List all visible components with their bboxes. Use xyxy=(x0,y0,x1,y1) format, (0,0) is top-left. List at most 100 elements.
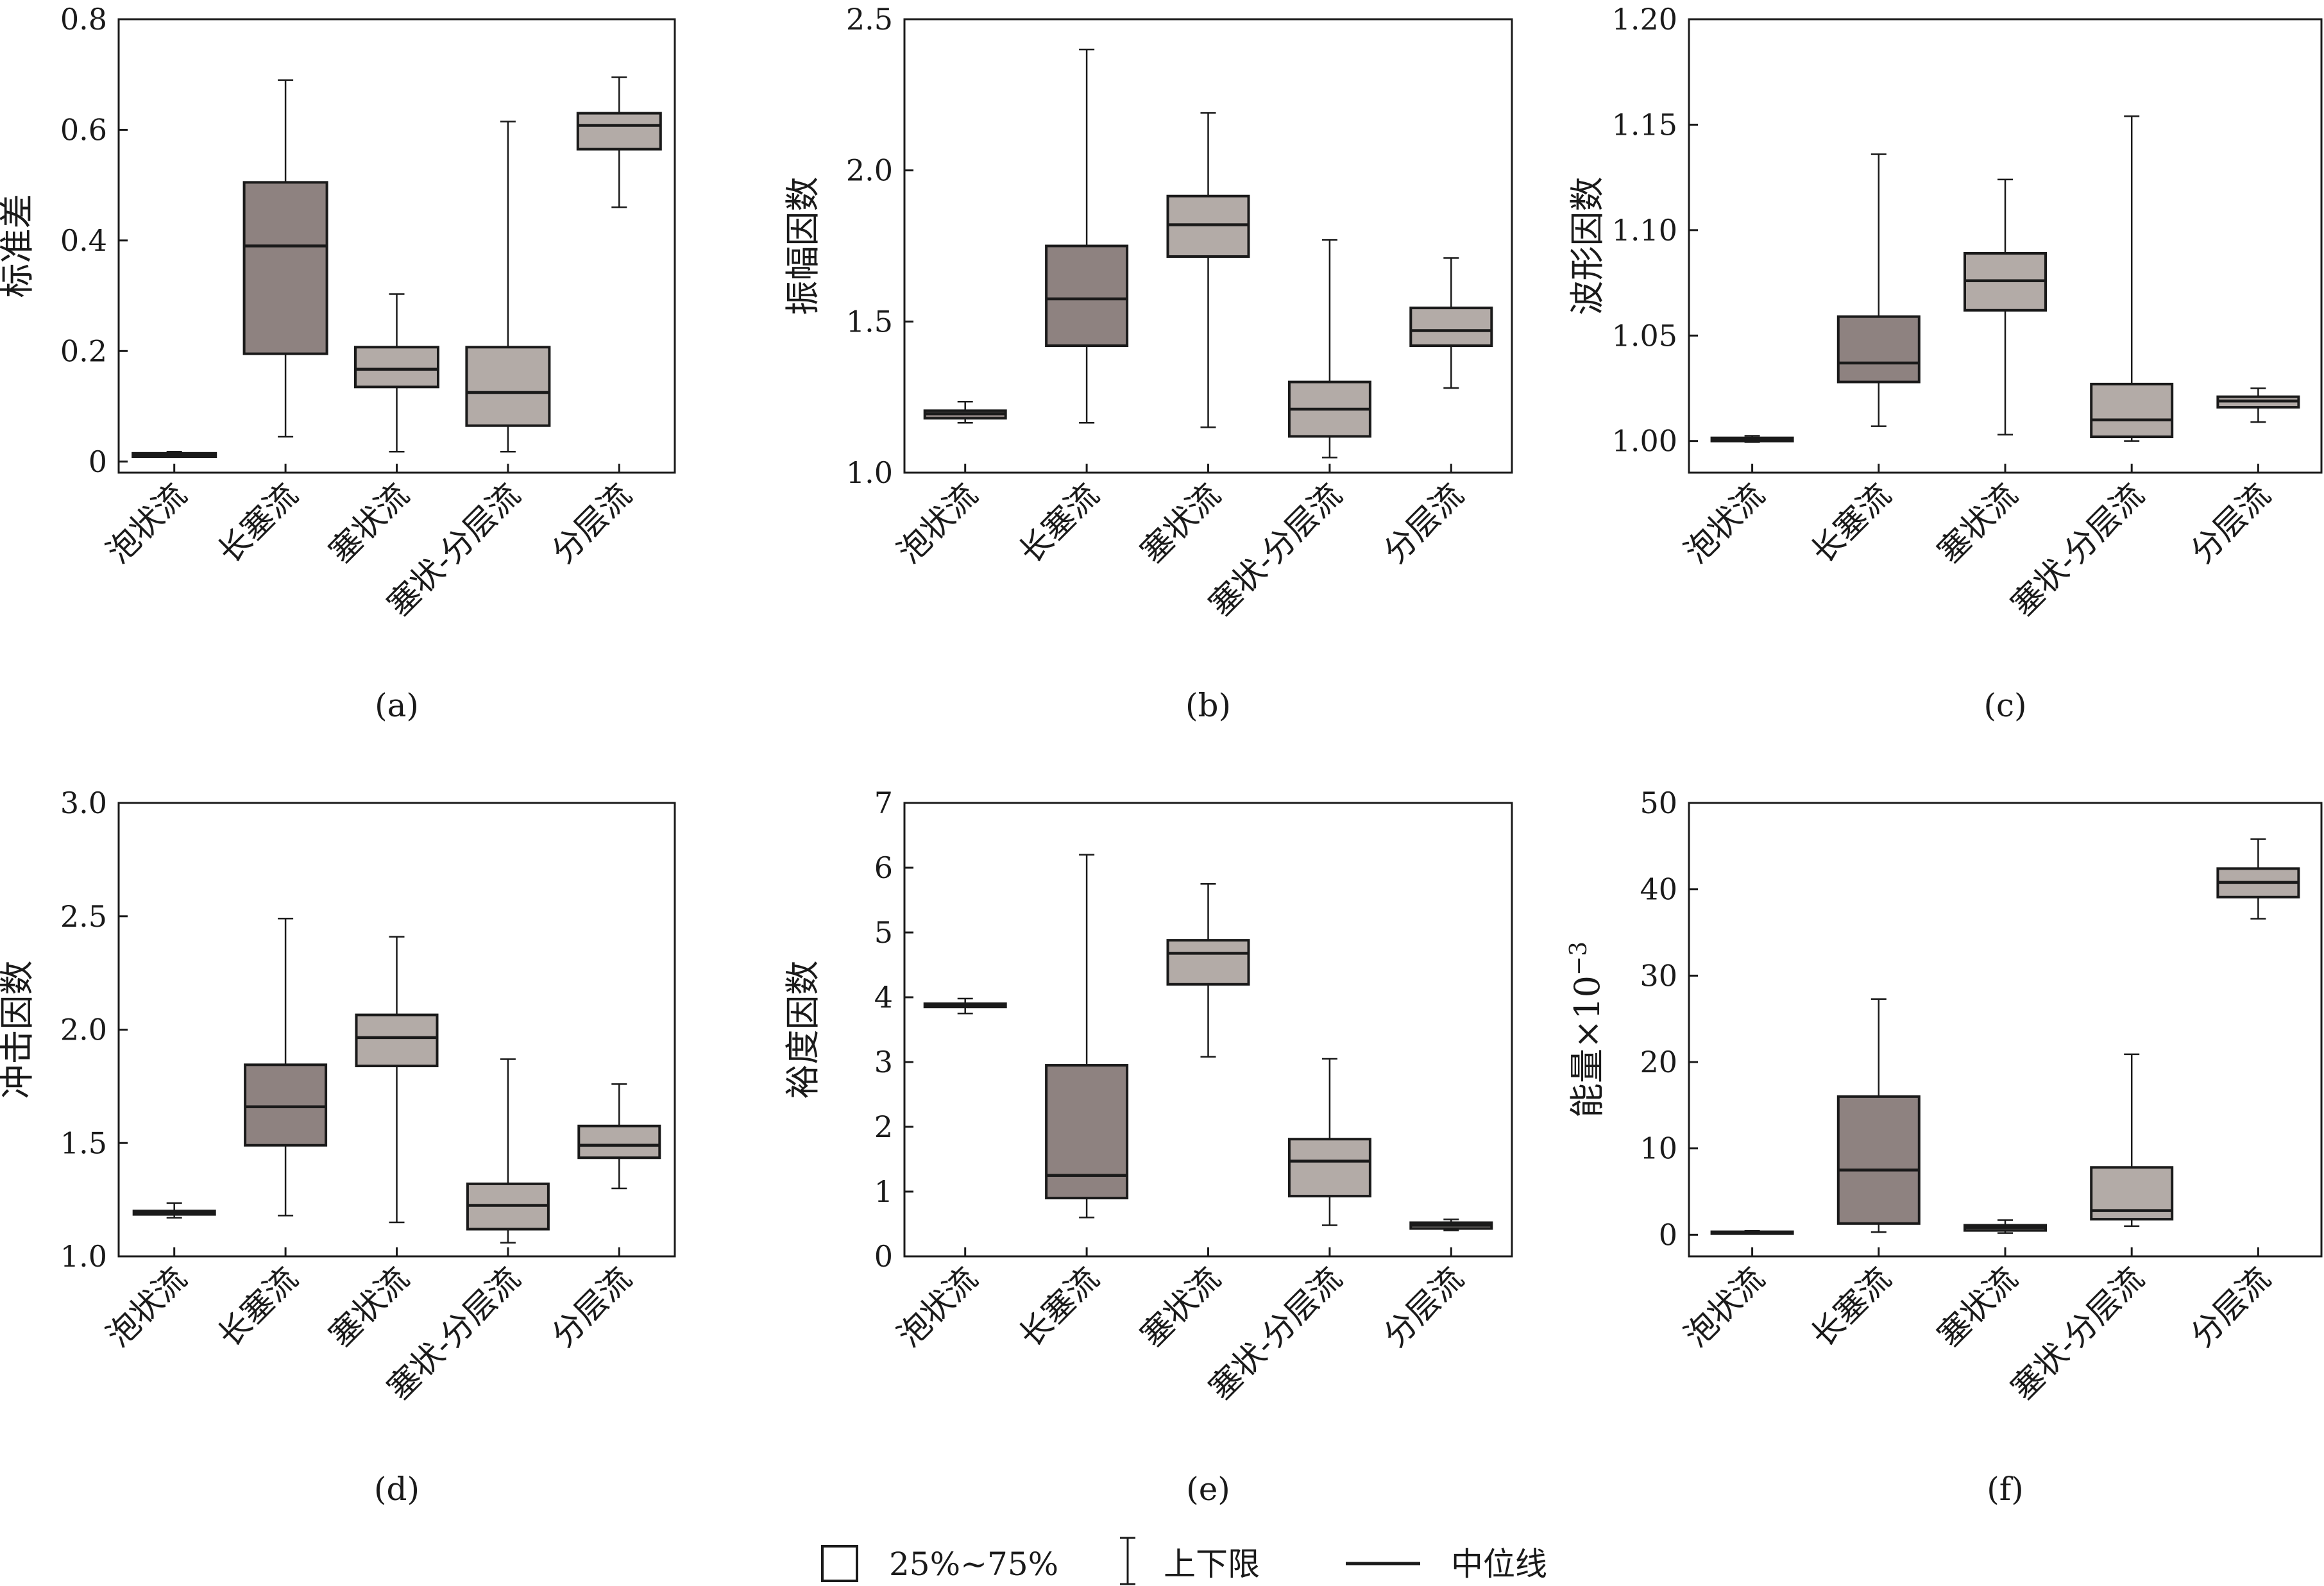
y-tick-label: 2.5 xyxy=(60,899,107,934)
box-长塞流 xyxy=(244,918,328,1217)
y-tick-label: 2 xyxy=(874,1109,893,1144)
y-tick-label: 1.00 xyxy=(1612,424,1677,459)
box-塞状流 xyxy=(1964,178,2047,436)
iqr-box xyxy=(1287,1138,1371,1198)
x-category-label: 塞状-分层流 xyxy=(1202,476,1350,623)
panel-label: (d) xyxy=(374,1471,420,1508)
x-category-label: 长塞流 xyxy=(1804,1260,1898,1354)
y-tick-label: 2.5 xyxy=(846,2,893,37)
y-tick-label: 1.0 xyxy=(60,1239,107,1274)
y-tick-label: 3.0 xyxy=(60,786,107,820)
box-泡状流 xyxy=(1710,435,1794,443)
x-category-label: 分层流 xyxy=(1377,476,1471,570)
x-category-label: 塞状流 xyxy=(1930,1260,2024,1354)
x-category-label: 塞状流 xyxy=(322,476,416,570)
x-category-label: 分层流 xyxy=(1377,1260,1471,1354)
x-category-label: 长塞流 xyxy=(211,476,305,570)
box-分层流 xyxy=(576,76,662,208)
x-category-label: 分层流 xyxy=(545,1260,639,1354)
legend-whisker-icon xyxy=(1120,1537,1135,1585)
panel-label: (a) xyxy=(375,687,419,724)
legend-box-label: 25%~75% xyxy=(889,1546,1058,1583)
iqr-box xyxy=(1836,1095,1921,1225)
iqr-box xyxy=(1166,194,1250,258)
iqr-box xyxy=(244,1063,328,1147)
box-泡状流 xyxy=(1710,1230,1794,1235)
box-泡状流 xyxy=(923,400,1007,424)
x-category-label: 塞状-分层流 xyxy=(1202,1260,1350,1407)
y-axis-label: 能量×10−3 xyxy=(1566,941,1608,1118)
box-分层流 xyxy=(1409,1219,1493,1231)
x-category-label: 泡状流 xyxy=(1677,476,1772,570)
box-泡状流 xyxy=(131,450,217,459)
legend-whisker-label: 上下限 xyxy=(1164,1546,1260,1583)
box-泡状流 xyxy=(923,997,1007,1015)
iqr-box xyxy=(1409,307,1493,348)
iqr-box xyxy=(1045,1064,1129,1200)
box-塞状-分层流 xyxy=(466,1058,550,1244)
box-泡状流 xyxy=(132,1202,216,1219)
iqr-box xyxy=(577,1124,661,1160)
box-塞状-分层流 xyxy=(2090,1053,2174,1227)
box-塞状-分层流 xyxy=(1287,239,1371,459)
legend-box-swatch xyxy=(821,1545,858,1582)
x-category-label: 泡状流 xyxy=(890,476,985,570)
box-塞状-分层流 xyxy=(2090,115,2174,442)
box-塞状流 xyxy=(1964,1219,2047,1234)
y-tick-label: 10 xyxy=(1640,1131,1677,1166)
box-塞状流 xyxy=(354,293,439,453)
y-tick-label: 1.0 xyxy=(846,455,893,490)
panel-label: (b) xyxy=(1185,687,1231,724)
panel-label: (e) xyxy=(1186,1471,1230,1508)
panel-label: (f) xyxy=(1987,1471,2024,1508)
iqr-box xyxy=(465,346,551,427)
iqr-box xyxy=(354,346,439,389)
x-category-label: 泡状流 xyxy=(99,1260,194,1354)
x-category-label: 塞状流 xyxy=(1133,476,1228,570)
x-category-label: 塞状流 xyxy=(1133,1260,1228,1354)
x-category-label: 泡状流 xyxy=(1677,1260,1772,1354)
box-分层流 xyxy=(2216,387,2300,423)
legend: 25%~75% 上下限 中位线 xyxy=(821,1537,1547,1585)
legend-median-label: 中位线 xyxy=(1451,1546,1547,1583)
y-tick-label: 2.0 xyxy=(60,1013,107,1047)
box-塞状-分层流 xyxy=(465,121,551,453)
box-塞状-分层流 xyxy=(1287,1058,1371,1226)
box-分层流 xyxy=(577,1083,661,1190)
y-tick-label: 20 xyxy=(1640,1045,1677,1079)
y-tick-label: 1 xyxy=(874,1174,893,1209)
y-axis-label: 冲击因数 xyxy=(0,961,37,1099)
box-分层流 xyxy=(2216,838,2300,920)
y-axis-label: 标准差 xyxy=(0,194,37,298)
y-tick-label: 7 xyxy=(874,786,893,820)
x-category-label: 分层流 xyxy=(2184,476,2278,570)
iqr-box xyxy=(355,1013,439,1068)
panel-label: (c) xyxy=(1983,687,2026,724)
x-category-label: 长塞流 xyxy=(1804,476,1898,570)
x-category-label: 分层流 xyxy=(545,476,639,570)
y-tick-label: 4 xyxy=(874,980,893,1015)
iqr-box xyxy=(1166,939,1250,986)
box-塞状流 xyxy=(1166,112,1250,428)
x-category-label: 泡状流 xyxy=(99,476,194,570)
box-长塞流 xyxy=(1836,153,1921,427)
x-category-label: 塞状流 xyxy=(1930,476,2024,570)
y-tick-label: 1.05 xyxy=(1612,318,1677,353)
y-tick-label: 0.6 xyxy=(60,112,107,147)
box-塞状流 xyxy=(355,936,439,1224)
iqr-box xyxy=(1836,315,1921,384)
y-tick-label: 1.20 xyxy=(1612,2,1677,37)
y-tick-label: 0 xyxy=(874,1239,893,1274)
x-category-label: 塞状-分层流 xyxy=(2004,476,2151,623)
iqr-box xyxy=(2090,382,2174,439)
y-tick-label: 6 xyxy=(874,850,893,885)
y-tick-label: 0.2 xyxy=(60,333,107,368)
box-分层流 xyxy=(1409,257,1493,389)
iqr-box xyxy=(576,112,662,151)
box-长塞流 xyxy=(1836,998,1921,1233)
